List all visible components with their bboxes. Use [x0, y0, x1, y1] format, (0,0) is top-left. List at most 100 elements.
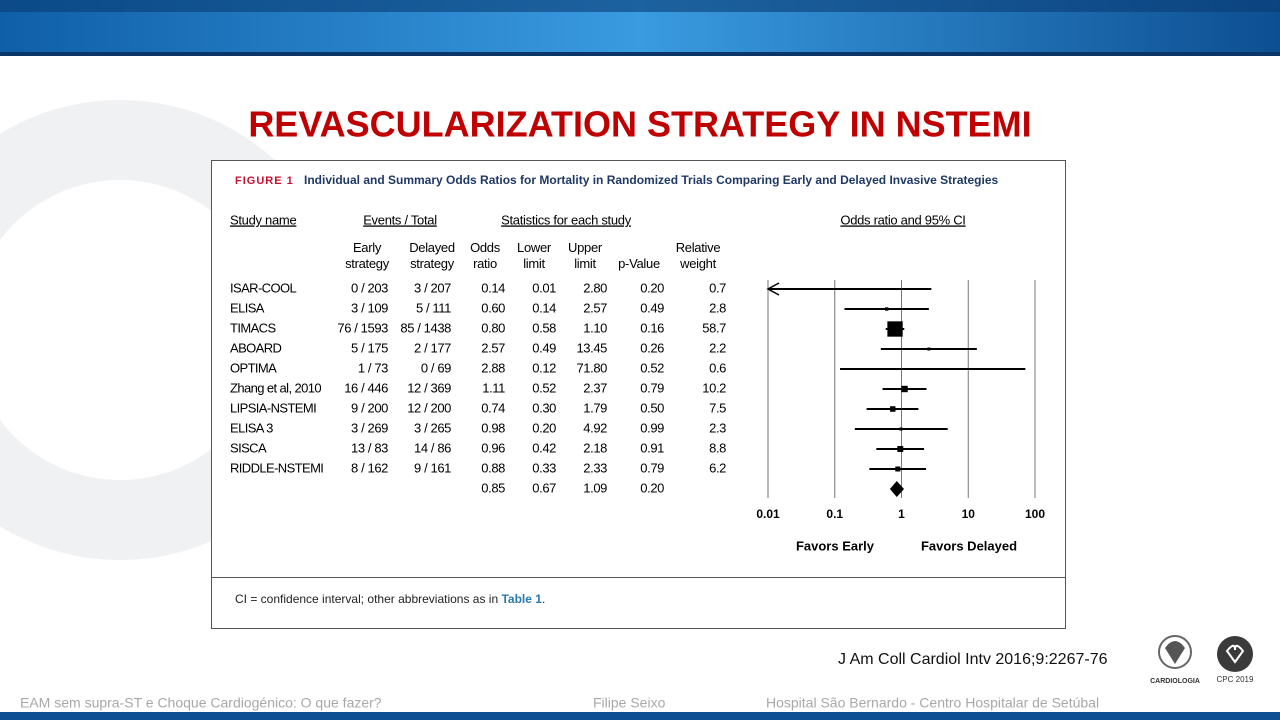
table-cell: 0.50 — [640, 400, 664, 415]
footer-text: Filipe Seixo — [593, 695, 666, 711]
study-name: ELISA — [230, 300, 265, 315]
table-cell: 2.33 — [583, 460, 607, 475]
table-cell: 0.20 — [532, 420, 556, 435]
study-name: ABOARD — [230, 340, 282, 355]
table-link[interactable]: Table 1 — [501, 592, 542, 606]
column-header: p-Value — [618, 256, 660, 271]
table-cell: 0 / 69 — [421, 360, 451, 375]
logo-text: CPC 2019 — [1217, 675, 1254, 684]
table-cell: 5 / 175 — [351, 340, 388, 355]
group-header: Events / Total — [363, 212, 437, 227]
table-cell: 3 / 269 — [351, 420, 388, 435]
study-name: Zhang et al, 2010 — [230, 380, 321, 395]
table-cell: 0.80 — [481, 320, 505, 335]
table-cell: 7.5 — [709, 400, 726, 415]
column-header: Lower limit — [517, 240, 551, 271]
footer-text: Hospital São Bernardo - Centro Hospitala… — [766, 695, 1099, 711]
footer-band — [0, 712, 1280, 720]
column-header: Odds ratio — [470, 240, 500, 271]
arrow-head — [766, 282, 780, 296]
group-header: Study name — [230, 212, 296, 227]
table-cell: 2.37 — [583, 380, 607, 395]
table-cell: 2.2 — [709, 340, 726, 355]
table-cell: 0.99 — [640, 420, 664, 435]
table-cell: 0.67 — [532, 480, 556, 495]
column-header: Upper limit — [568, 240, 602, 271]
table-cell: 1.79 — [583, 400, 607, 415]
table-cell: 8.8 — [709, 440, 726, 455]
table-cell: 1.11 — [482, 380, 505, 395]
footnote-end: . — [542, 592, 545, 606]
cpc-logo-heart — [1225, 644, 1245, 664]
table-cell: 0.26 — [640, 340, 664, 355]
table-cell: 0.88 — [481, 460, 505, 475]
spc-logo-heart — [1165, 641, 1185, 664]
estimate-square — [843, 288, 846, 290]
table-cell: 9 / 161 — [414, 460, 451, 475]
table-cell: 0.16 — [640, 320, 664, 335]
table-cell: 1.09 — [583, 480, 607, 495]
table-cell: 0.91 — [640, 440, 664, 455]
table-cell: 2.8 — [709, 300, 726, 315]
cpc-logo — [1217, 636, 1253, 672]
table-cell: 0.52 — [640, 360, 664, 375]
table-cell: 8 / 162 — [351, 460, 388, 475]
study-name: TIMACS — [230, 320, 276, 335]
column-header: Early strategy — [345, 240, 389, 271]
summary-diamond — [889, 481, 904, 497]
table-cell: 0.30 — [532, 400, 556, 415]
table-cell: 2.57 — [481, 340, 505, 355]
table-cell: 0.96 — [481, 440, 505, 455]
header-edge — [0, 52, 1280, 56]
study-name: SISCA — [230, 440, 267, 455]
table-cell: 10.2 — [702, 380, 726, 395]
table-cell: 0.33 — [532, 460, 556, 475]
table-cell: 12 / 200 — [407, 400, 451, 415]
estimate-square — [901, 385, 908, 393]
table-cell: 0.58 — [532, 320, 556, 335]
table-cell: 2.57 — [583, 300, 607, 315]
table-cell: 5 / 111 — [416, 300, 451, 315]
table-cell: 0.01 — [532, 280, 556, 295]
citation: J Am Coll Cardiol Intv 2016;9:2267-76 — [838, 651, 1108, 668]
table-cell: 0.74 — [481, 400, 505, 415]
table-cell: 85 / 1438 — [400, 320, 451, 335]
study-name: ISAR-COOL — [230, 280, 296, 295]
estimate-square — [885, 307, 889, 311]
study-name: LIPSIA-NSTEMI — [230, 400, 316, 415]
study-name: ELISA 3 — [230, 420, 273, 435]
x-tick-label: 1 — [898, 507, 905, 521]
table-cell: 0.6 — [709, 360, 726, 375]
group-header: Statistics for each study — [501, 212, 632, 227]
table-cell: 0.49 — [640, 300, 664, 315]
table-cell: 3 / 207 — [414, 280, 451, 295]
plot-title: Odds ratio and 95% CI — [840, 212, 965, 227]
x-tick-label: 10 — [962, 507, 976, 521]
estimate-square — [927, 347, 931, 351]
figure-label: FIGURE 1 — [235, 175, 294, 187]
estimate-square — [899, 427, 903, 431]
table-cell: 2.80 — [583, 280, 607, 295]
table-cell: 12 / 369 — [407, 380, 451, 395]
table-cell: 2.88 — [481, 360, 505, 375]
study-name: RIDDLE-NSTEMI — [230, 460, 323, 475]
footnote-text: CI = confidence interval; other abbrevia… — [235, 592, 501, 606]
column-header: Delayed strategy — [409, 240, 455, 271]
table-cell: 0.98 — [481, 420, 505, 435]
table-cell: 0.60 — [481, 300, 505, 315]
table-cell: 0.14 — [532, 300, 556, 315]
table-cell: 0.20 — [640, 480, 664, 495]
figure-caption: Individual and Summary Odds Ratios for M… — [304, 173, 999, 187]
table-cell: 58.7 — [702, 320, 726, 335]
footnote: CI = confidence interval; other abbrevia… — [235, 592, 545, 606]
table-cell: 3 / 109 — [351, 300, 388, 315]
figure-frame — [211, 160, 1066, 629]
footer-text: EAM sem supra-ST e Choque Cardiogénico: … — [20, 695, 382, 711]
table-cell: 0.79 — [640, 460, 664, 475]
x-tick-label: 0.01 — [756, 507, 780, 521]
table-cell: 0.49 — [532, 340, 556, 355]
table-cell: 71.80 — [576, 360, 607, 375]
estimate-square — [890, 406, 896, 412]
estimate-square — [897, 446, 904, 452]
